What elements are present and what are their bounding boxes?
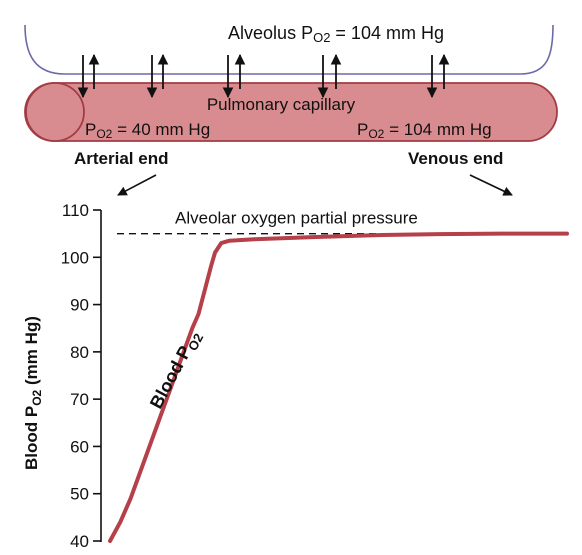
- y-tick-label: 70: [70, 390, 89, 409]
- y-tick-label: 80: [70, 343, 89, 362]
- venous-end-label: Venous end: [408, 149, 503, 168]
- y-tick-label: 100: [61, 248, 89, 267]
- y-tick-label: 40: [70, 532, 89, 551]
- y-tick-label: 110: [62, 201, 89, 220]
- y-tick-label: 50: [70, 485, 89, 504]
- arterial-end-pointer: [117, 174, 157, 196]
- alveolus-po2-label: Alveolus PO2 = 104 mm Hg: [228, 23, 444, 45]
- y-tick-label: 60: [70, 437, 89, 456]
- capillary-venous-po2: PO2 = 104 mm Hg: [357, 120, 492, 141]
- alveolus-membrane: [24, 24, 554, 75]
- arterial-end-label: Arterial end: [74, 149, 168, 168]
- blood-po2-series-label: Blood PO2: [146, 327, 206, 413]
- capillary-title: Pulmonary capillary: [207, 95, 356, 114]
- y-axis-ticks: 40 50 60 70 80 90 100 110: [61, 201, 101, 551]
- alveolar-reference-label: Alveolar oxygen partial pressure: [175, 209, 418, 228]
- po2-chart: 40 50 60 70 80 90 100 110 Alveolar oxygen parti…: [22, 201, 569, 551]
- venous-end-pointer: [469, 174, 513, 196]
- y-tick-label: 90: [70, 296, 89, 315]
- pulmonary-capillary: [24, 82, 558, 142]
- capillary-arterial-opening: [25, 82, 85, 142]
- blood-po2-curve: [108, 231, 569, 543]
- y-axis-label: Blood PO2 (mm Hg): [22, 316, 44, 470]
- diffusion-arrows: [77, 53, 450, 99]
- capillary-arterial-po2: PO2 = 40 mm Hg: [85, 120, 210, 141]
